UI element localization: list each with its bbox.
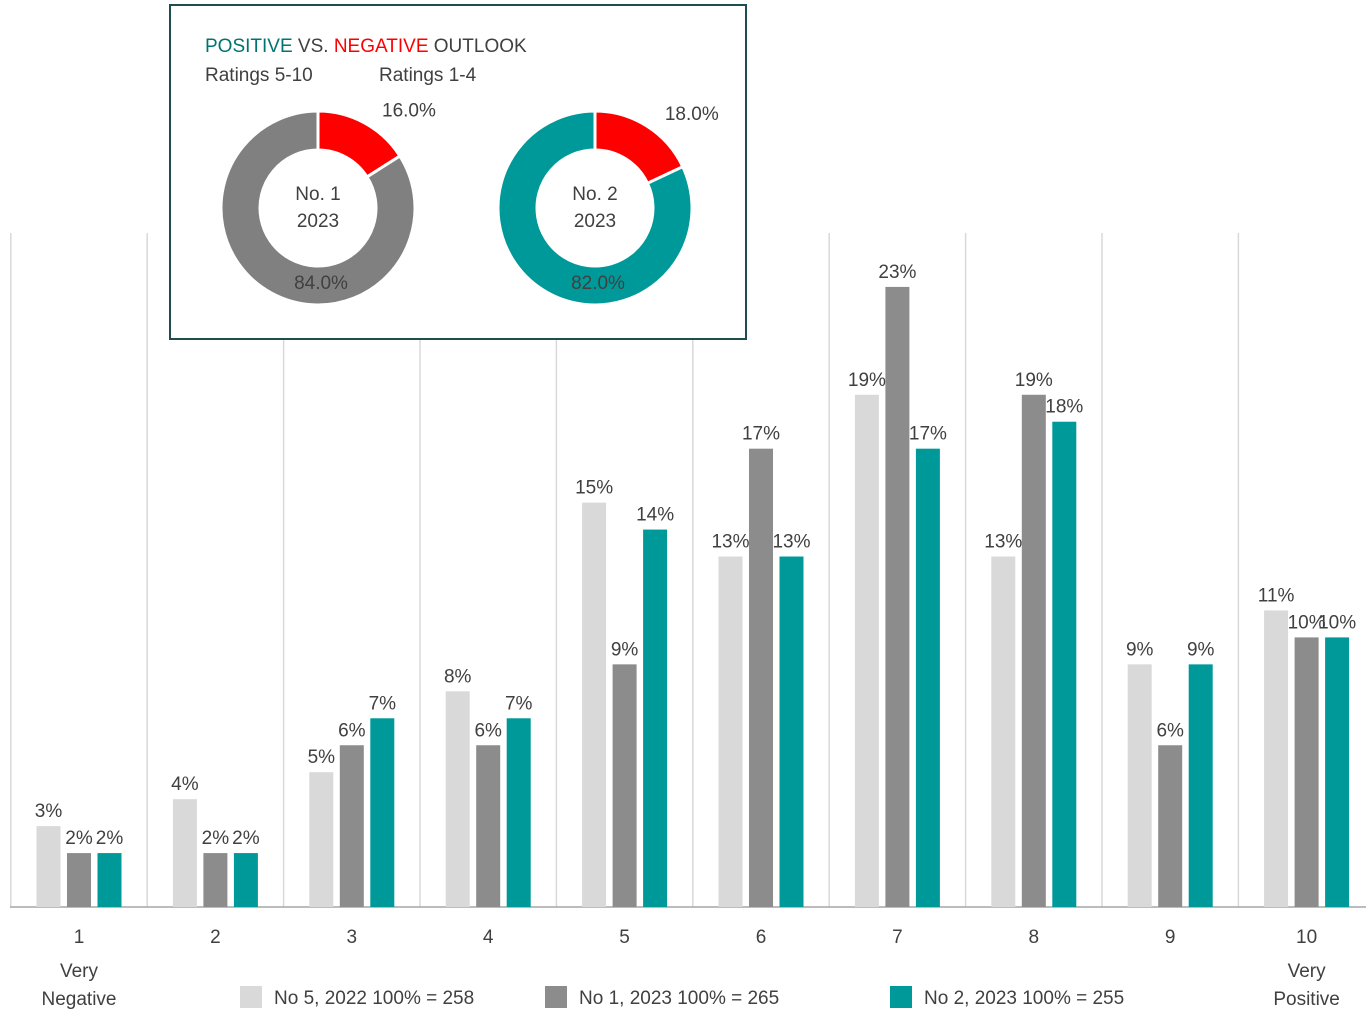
- data-label: 19%: [1015, 370, 1053, 391]
- category-note: Negative: [42, 989, 117, 1010]
- bar: [36, 826, 61, 907]
- data-label: 7%: [369, 693, 397, 714]
- donut-center-label: No. 2: [572, 184, 617, 205]
- bar: [885, 286, 910, 907]
- x-tick-label: 3: [347, 927, 358, 948]
- data-label: 11%: [1258, 585, 1295, 606]
- bar: [97, 853, 122, 907]
- data-label: 13%: [711, 532, 749, 553]
- data-label: 17%: [909, 424, 947, 445]
- inset-legend: Ratings 5-10: [205, 65, 313, 86]
- donut-center-label: 2023: [297, 211, 339, 232]
- data-label: 2%: [96, 828, 124, 849]
- bar: [233, 853, 258, 907]
- bar: [370, 718, 395, 907]
- bar: [1021, 394, 1046, 907]
- title-part: NEGATIVE: [334, 36, 429, 57]
- legend-label: No 5, 2022 100% = 258: [274, 988, 474, 1009]
- x-tick-label: 5: [619, 927, 630, 948]
- data-label: 6%: [474, 720, 502, 741]
- data-label: 2%: [65, 828, 93, 849]
- bar: [445, 691, 470, 907]
- category-note: Very: [60, 961, 99, 982]
- bar: [612, 664, 637, 907]
- bar: [339, 745, 364, 907]
- bar: [718, 556, 743, 907]
- bar: [172, 799, 197, 907]
- donut-label: 16.0%: [382, 100, 436, 121]
- legend-label: No 2, 2023 100% = 255: [924, 988, 1124, 1009]
- bar: [1052, 421, 1077, 907]
- x-tick-label: 8: [1029, 927, 1040, 948]
- data-label: 3%: [35, 801, 63, 822]
- data-label: 2%: [202, 828, 230, 849]
- bar: [1294, 637, 1319, 907]
- data-label: 8%: [444, 666, 472, 687]
- bar: [1127, 664, 1152, 907]
- bar: [991, 556, 1016, 907]
- data-label: 10%: [1288, 612, 1326, 633]
- data-label: 13%: [772, 532, 810, 553]
- bar: [309, 772, 334, 907]
- donut-center-label: No. 1: [295, 184, 340, 205]
- bar: [506, 718, 531, 907]
- data-label: 19%: [848, 370, 886, 391]
- data-label: 7%: [505, 693, 533, 714]
- data-label: 15%: [575, 478, 613, 499]
- data-label: 9%: [1126, 639, 1154, 660]
- donut-center-label: 2023: [574, 211, 616, 232]
- data-label: 17%: [742, 424, 780, 445]
- donut-label: 84.0%: [294, 273, 348, 294]
- data-label: 18%: [1045, 397, 1083, 418]
- legend-swatch: [890, 986, 912, 1008]
- bar: [67, 853, 91, 907]
- legend-swatch: [545, 986, 567, 1008]
- data-label: 13%: [984, 532, 1022, 553]
- bar: [582, 502, 607, 907]
- bar: [476, 745, 501, 907]
- data-label: 10%: [1318, 612, 1356, 633]
- legend-swatch: [240, 986, 262, 1008]
- category-note: Very: [1288, 961, 1327, 982]
- data-label: 14%: [636, 505, 674, 526]
- bar: [854, 394, 879, 907]
- title-part: POSITIVE: [205, 36, 293, 57]
- legend-label: No 1, 2023 100% = 265: [579, 988, 779, 1009]
- bar: [1264, 610, 1289, 907]
- bar: [203, 853, 228, 907]
- title-part: VS.: [298, 36, 329, 57]
- inset-legend: Ratings 1-4: [379, 65, 477, 86]
- data-label: 5%: [308, 747, 336, 768]
- x-tick-label: 1: [74, 927, 85, 948]
- data-label: 6%: [338, 720, 366, 741]
- donut-segment: [219, 109, 417, 307]
- donut-label: 82.0%: [571, 273, 625, 294]
- data-label: 6%: [1156, 720, 1184, 741]
- donut-segment: [496, 109, 694, 307]
- title-part: OUTLOOK: [434, 36, 527, 57]
- x-tick-label: 9: [1165, 927, 1176, 948]
- bar: [1188, 664, 1213, 907]
- data-label: 4%: [171, 774, 199, 795]
- x-tick-label: 7: [892, 927, 903, 948]
- x-tick-label: 4: [483, 927, 494, 948]
- x-tick-label: 6: [756, 927, 767, 948]
- bar: [1158, 745, 1183, 907]
- donut-label: 18.0%: [665, 104, 719, 125]
- data-label: 2%: [232, 828, 260, 849]
- bar: [643, 529, 668, 907]
- bar: [749, 448, 773, 907]
- category-note: Positive: [1273, 989, 1340, 1010]
- bar: [779, 556, 804, 907]
- x-tick-label: 2: [210, 927, 221, 948]
- bar: [1325, 637, 1350, 907]
- data-label: 9%: [611, 639, 639, 660]
- x-tick-label: 10: [1296, 927, 1317, 948]
- data-label: 9%: [1187, 639, 1215, 660]
- bar: [915, 448, 940, 907]
- inset-title: POSITIVE VS. NEGATIVE OUTLOOK: [205, 36, 527, 57]
- data-label: 23%: [878, 262, 916, 283]
